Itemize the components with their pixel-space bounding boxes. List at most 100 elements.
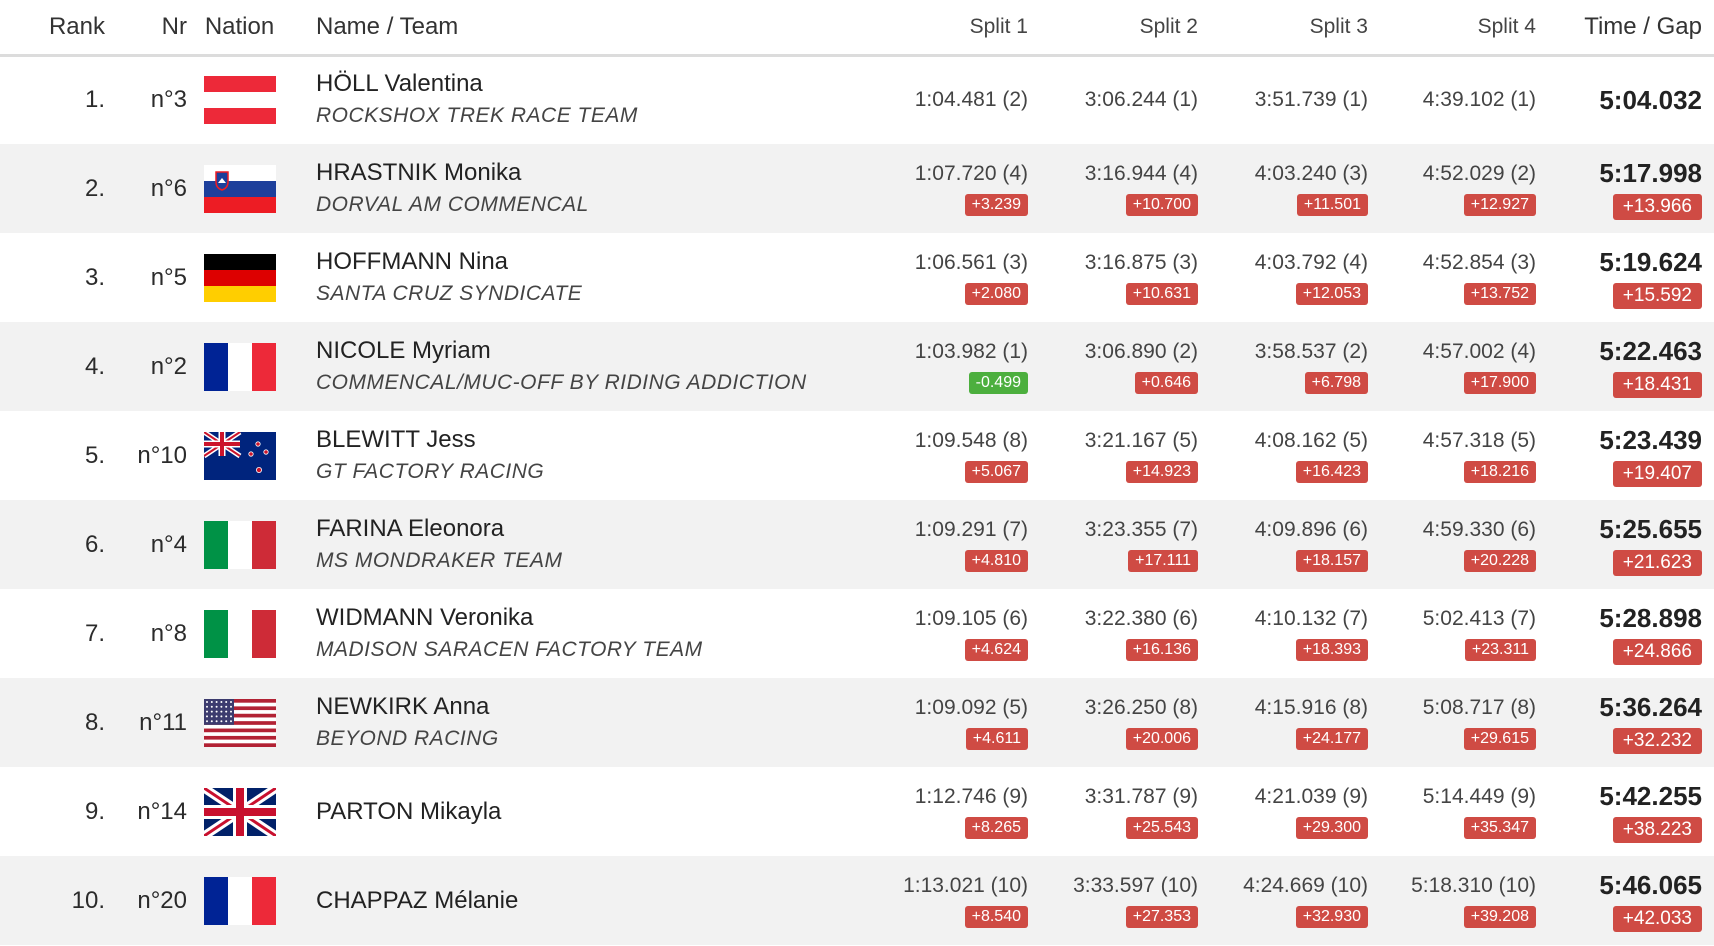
total-gap-badge: +18.431 — [1612, 371, 1702, 398]
split2-gap-badge: +20.006 — [1125, 728, 1198, 750]
rider-team: MS MONDRAKER TEAM — [316, 548, 563, 572]
split1-gap-badge: +8.540 — [964, 906, 1028, 928]
split2-time: 3:16.944 (4) — [1084, 162, 1198, 185]
name-team-cell: PARTON Mikayla — [292, 767, 832, 856]
rider-name[interactable]: HÖLL Valentina — [316, 70, 483, 98]
total-time: 5:28.898 — [1599, 602, 1702, 633]
rank-cell: 10. — [71, 886, 105, 914]
table-row[interactable]: 2. n°6 HRASTNIK Monika DORVAL AM COMMENCAL 1… — [0, 144, 1714, 233]
split4-time: 5:14.449 (9) — [1422, 785, 1536, 808]
split3-gap-badge: +32.930 — [1295, 906, 1368, 928]
time-gap-cell: 5:19.624 +15.592 — [1536, 233, 1714, 322]
table-row[interactable]: 1. n°3 HÖLL Valentina ROCKSHOX TREK RACE TE… — [0, 55, 1714, 144]
rider-name[interactable]: NICOLE Myriam — [316, 336, 491, 364]
split2-cell: 3:16.944 (4) +10.700 — [1028, 144, 1198, 233]
split4-gap-badge: +13.752 — [1463, 283, 1536, 305]
header-row: Rank Nr Nation Name / Team Split 1 Split… — [0, 0, 1714, 57]
split3-time: 4:03.792 (4) — [1254, 251, 1368, 274]
rider-name[interactable]: BLEWITT Jess — [316, 425, 476, 453]
split1-gap-badge: -0.499 — [968, 372, 1028, 394]
split2-time: 3:16.875 (3) — [1084, 251, 1198, 274]
split3-cell: 4:15.916 (8) +24.177 — [1198, 678, 1368, 767]
split1-gap-badge: +5.067 — [964, 461, 1028, 483]
name-team-cell: HÖLL Valentina ROCKSHOX TREK RACE TEAM — [292, 55, 832, 144]
table-row[interactable]: 7. n°8 WIDMANN Veronika MADISON SARACEN FAC… — [0, 589, 1714, 678]
split1-gap-badge: +2.080 — [964, 283, 1028, 305]
rider-name[interactable]: HOFFMANN Nina — [316, 247, 509, 275]
split2-gap-badge: +10.700 — [1125, 194, 1198, 216]
split4-time: 5:18.310 (10) — [1411, 874, 1536, 897]
split1-gap-badge: +4.810 — [964, 550, 1028, 572]
rank-header[interactable]: Rank — [0, 0, 105, 57]
nr-header[interactable]: Nr — [105, 0, 187, 57]
split2-cell: 3:26.250 (8) +20.006 — [1028, 678, 1198, 767]
split4-cell: 4:57.002 (4) +17.900 — [1368, 322, 1536, 411]
rider-team: DORVAL AM COMMENCAL — [316, 192, 589, 216]
table-row[interactable]: 8. n°11 NEWKIRK Anna BEYOND RACING 1:09.092 … — [0, 678, 1714, 767]
split1-cell: 1:06.561 (3) +2.080 — [832, 233, 1028, 322]
bib-number: n°8 — [150, 619, 187, 647]
time-gap-cell: 5:42.255 +38.223 — [1536, 767, 1714, 856]
table-row[interactable]: 3. n°5 HOFFMANN Nina SANTA CRUZ SYNDICATE 1:… — [0, 233, 1714, 322]
total-gap-badge: +24.866 — [1612, 638, 1702, 665]
split2-time: 3:33.597 (10) — [1073, 874, 1198, 897]
table-row[interactable]: 9. n°14 PARTON Mikayla 1:12.746 (9) +8.265 3:… — [0, 767, 1714, 856]
rider-name[interactable]: HRASTNIK Monika — [316, 158, 522, 186]
split4-time: 4:57.318 (5) — [1422, 429, 1536, 452]
rider-name[interactable]: WIDMANN Veronika — [316, 603, 534, 631]
split3-time: 4:24.669 (10) — [1243, 874, 1368, 897]
split1-cell: 1:07.720 (4) +3.239 — [832, 144, 1028, 233]
bib-number: n°5 — [150, 263, 187, 291]
rider-name[interactable]: CHAPPAZ Mélanie — [316, 886, 519, 914]
split3-time: 4:21.039 (9) — [1254, 785, 1368, 808]
time-gap-header[interactable]: Time / Gap — [1536, 0, 1714, 57]
table-row[interactable]: 10. n°20 CHAPPAZ Mélanie 1:13.021 (10) +8.54… — [0, 856, 1714, 945]
split4-cell: 4:39.102 (1) — [1368, 55, 1536, 144]
split2-cell: 3:33.597 (10) +27.353 — [1028, 856, 1198, 945]
split3-gap-badge: +24.177 — [1295, 728, 1368, 750]
split3-time: 4:08.162 (5) — [1254, 429, 1368, 452]
split3-gap-badge: +16.423 — [1295, 461, 1368, 483]
total-time: 5:42.255 — [1599, 780, 1702, 811]
split3-gap-badge: +12.053 — [1295, 283, 1368, 305]
split1-cell: 1:09.092 (5) +4.611 — [832, 678, 1028, 767]
rider-name[interactable]: FARINA Eleonora — [316, 514, 505, 542]
split4-time: 4:52.029 (2) — [1422, 162, 1536, 185]
split3-header[interactable]: Split 3 — [1198, 0, 1368, 57]
table-row[interactable]: 5. n°10 BLEWITT Jess GT FACTORY RACING 1:09.… — [0, 411, 1714, 500]
split3-gap-badge: +18.393 — [1295, 639, 1368, 661]
split3-cell: 4:10.132 (7) +18.393 — [1198, 589, 1368, 678]
split3-cell: 4:24.669 (10) +32.930 — [1198, 856, 1368, 945]
rank-cell: 2. — [84, 174, 105, 202]
split1-time: 1:09.092 (5) — [914, 696, 1028, 719]
split1-header[interactable]: Split 1 — [832, 0, 1028, 57]
split1-time: 1:04.481 (2) — [914, 88, 1028, 112]
italy-flag-icon — [203, 609, 276, 658]
split2-gap-badge: +10.631 — [1125, 283, 1198, 305]
split4-header[interactable]: Split 4 — [1368, 0, 1536, 57]
split2-time: 3:31.787 (9) — [1084, 785, 1198, 808]
split1-time: 1:09.105 (6) — [914, 607, 1028, 630]
split1-time: 1:03.982 (1) — [914, 340, 1028, 363]
rider-name[interactable]: NEWKIRK Anna — [316, 692, 490, 720]
split4-cell: 5:08.717 (8) +29.615 — [1368, 678, 1536, 767]
total-time: 5:22.463 — [1599, 335, 1702, 366]
split2-header[interactable]: Split 2 — [1028, 0, 1198, 57]
table-row[interactable]: 4. n°2 NICOLE Myriam COMMENCAL/MUC-OFF BY R… — [0, 322, 1714, 411]
split3-cell: 4:08.162 (5) +16.423 — [1198, 411, 1368, 500]
rank-cell: 8. — [84, 708, 105, 736]
nation-cell — [187, 678, 292, 767]
time-gap-cell: 5:28.898 +24.866 — [1536, 589, 1714, 678]
rider-name[interactable]: PARTON Mikayla — [316, 797, 502, 825]
name-team-header[interactable]: Name / Team — [292, 0, 832, 57]
split4-gap-badge: +29.615 — [1463, 728, 1536, 750]
split2-cell: 3:16.875 (3) +10.631 — [1028, 233, 1198, 322]
split1-gap-badge: +8.265 — [964, 817, 1028, 839]
table-row[interactable]: 6. n°4 FARINA Eleonora MS MONDRAKER TEAM 1:0… — [0, 500, 1714, 589]
nation-header[interactable]: Nation — [187, 0, 292, 57]
name-team-cell: CHAPPAZ Mélanie — [292, 856, 832, 945]
rank-cell: 4. — [84, 352, 105, 380]
split1-gap-badge: +4.611 — [965, 728, 1028, 750]
nation-cell — [187, 233, 292, 322]
split4-gap-badge: +12.927 — [1463, 194, 1536, 216]
